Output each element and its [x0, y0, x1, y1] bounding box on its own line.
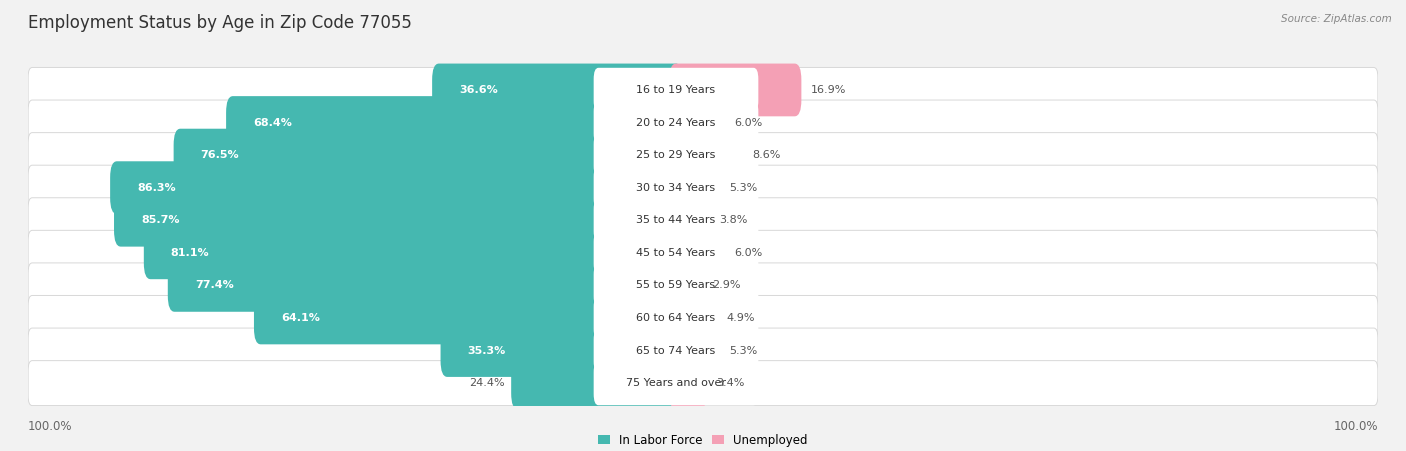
- FancyBboxPatch shape: [110, 161, 683, 214]
- Text: 77.4%: 77.4%: [195, 281, 233, 290]
- Text: 76.5%: 76.5%: [201, 150, 239, 160]
- Text: 6.0%: 6.0%: [734, 248, 762, 258]
- FancyBboxPatch shape: [28, 263, 1378, 308]
- FancyBboxPatch shape: [593, 166, 758, 210]
- FancyBboxPatch shape: [593, 101, 758, 145]
- Text: 35 to 44 Years: 35 to 44 Years: [637, 215, 716, 225]
- FancyBboxPatch shape: [669, 226, 725, 279]
- Text: 3.8%: 3.8%: [718, 215, 747, 225]
- Text: 2.9%: 2.9%: [713, 281, 741, 290]
- Text: 100.0%: 100.0%: [1333, 420, 1378, 433]
- FancyBboxPatch shape: [669, 259, 703, 312]
- FancyBboxPatch shape: [173, 129, 683, 181]
- FancyBboxPatch shape: [669, 291, 717, 345]
- Text: 24.4%: 24.4%: [468, 378, 505, 388]
- FancyBboxPatch shape: [143, 226, 683, 279]
- FancyBboxPatch shape: [28, 328, 1378, 373]
- Text: 5.3%: 5.3%: [730, 183, 758, 193]
- FancyBboxPatch shape: [440, 324, 683, 377]
- FancyBboxPatch shape: [28, 100, 1378, 145]
- FancyBboxPatch shape: [226, 96, 683, 149]
- FancyBboxPatch shape: [669, 357, 707, 410]
- Text: 6.0%: 6.0%: [734, 118, 762, 128]
- FancyBboxPatch shape: [114, 194, 683, 247]
- FancyBboxPatch shape: [167, 259, 683, 312]
- FancyBboxPatch shape: [512, 357, 683, 410]
- FancyBboxPatch shape: [593, 68, 758, 112]
- Text: 55 to 59 Years: 55 to 59 Years: [637, 281, 716, 290]
- Text: 45 to 54 Years: 45 to 54 Years: [637, 248, 716, 258]
- FancyBboxPatch shape: [28, 198, 1378, 243]
- Text: 64.1%: 64.1%: [281, 313, 319, 323]
- Text: 81.1%: 81.1%: [170, 248, 209, 258]
- Text: 4.9%: 4.9%: [727, 313, 755, 323]
- FancyBboxPatch shape: [28, 165, 1378, 210]
- Text: 3.4%: 3.4%: [716, 378, 744, 388]
- FancyBboxPatch shape: [593, 328, 758, 373]
- FancyBboxPatch shape: [593, 230, 758, 275]
- Text: 65 to 74 Years: 65 to 74 Years: [637, 345, 716, 355]
- FancyBboxPatch shape: [432, 64, 683, 116]
- Text: 68.4%: 68.4%: [253, 118, 292, 128]
- FancyBboxPatch shape: [669, 194, 710, 247]
- Text: 25 to 29 Years: 25 to 29 Years: [637, 150, 716, 160]
- Text: 8.6%: 8.6%: [752, 150, 780, 160]
- Text: 30 to 34 Years: 30 to 34 Years: [637, 183, 716, 193]
- FancyBboxPatch shape: [593, 296, 758, 340]
- FancyBboxPatch shape: [669, 96, 725, 149]
- Text: Employment Status by Age in Zip Code 77055: Employment Status by Age in Zip Code 770…: [28, 14, 412, 32]
- Text: 20 to 24 Years: 20 to 24 Years: [637, 118, 716, 128]
- FancyBboxPatch shape: [28, 133, 1378, 178]
- FancyBboxPatch shape: [593, 133, 758, 177]
- Text: 75 Years and over: 75 Years and over: [626, 378, 725, 388]
- FancyBboxPatch shape: [669, 161, 720, 214]
- FancyBboxPatch shape: [593, 263, 758, 308]
- Text: 36.6%: 36.6%: [460, 85, 498, 95]
- FancyBboxPatch shape: [593, 361, 758, 405]
- Text: 16.9%: 16.9%: [811, 85, 846, 95]
- Text: 60 to 64 Years: 60 to 64 Years: [637, 313, 716, 323]
- Legend: In Labor Force, Unemployed: In Labor Force, Unemployed: [593, 429, 813, 451]
- FancyBboxPatch shape: [28, 230, 1378, 275]
- Text: 35.3%: 35.3%: [468, 345, 506, 355]
- FancyBboxPatch shape: [28, 295, 1378, 341]
- FancyBboxPatch shape: [254, 291, 683, 345]
- FancyBboxPatch shape: [28, 361, 1378, 405]
- FancyBboxPatch shape: [669, 64, 801, 116]
- Text: 100.0%: 100.0%: [28, 420, 73, 433]
- Text: 16 to 19 Years: 16 to 19 Years: [637, 85, 716, 95]
- FancyBboxPatch shape: [593, 198, 758, 242]
- FancyBboxPatch shape: [669, 129, 744, 181]
- Text: 5.3%: 5.3%: [730, 345, 758, 355]
- Text: 85.7%: 85.7%: [141, 215, 180, 225]
- Text: 86.3%: 86.3%: [138, 183, 176, 193]
- FancyBboxPatch shape: [669, 324, 720, 377]
- FancyBboxPatch shape: [28, 68, 1378, 112]
- Text: Source: ZipAtlas.com: Source: ZipAtlas.com: [1281, 14, 1392, 23]
